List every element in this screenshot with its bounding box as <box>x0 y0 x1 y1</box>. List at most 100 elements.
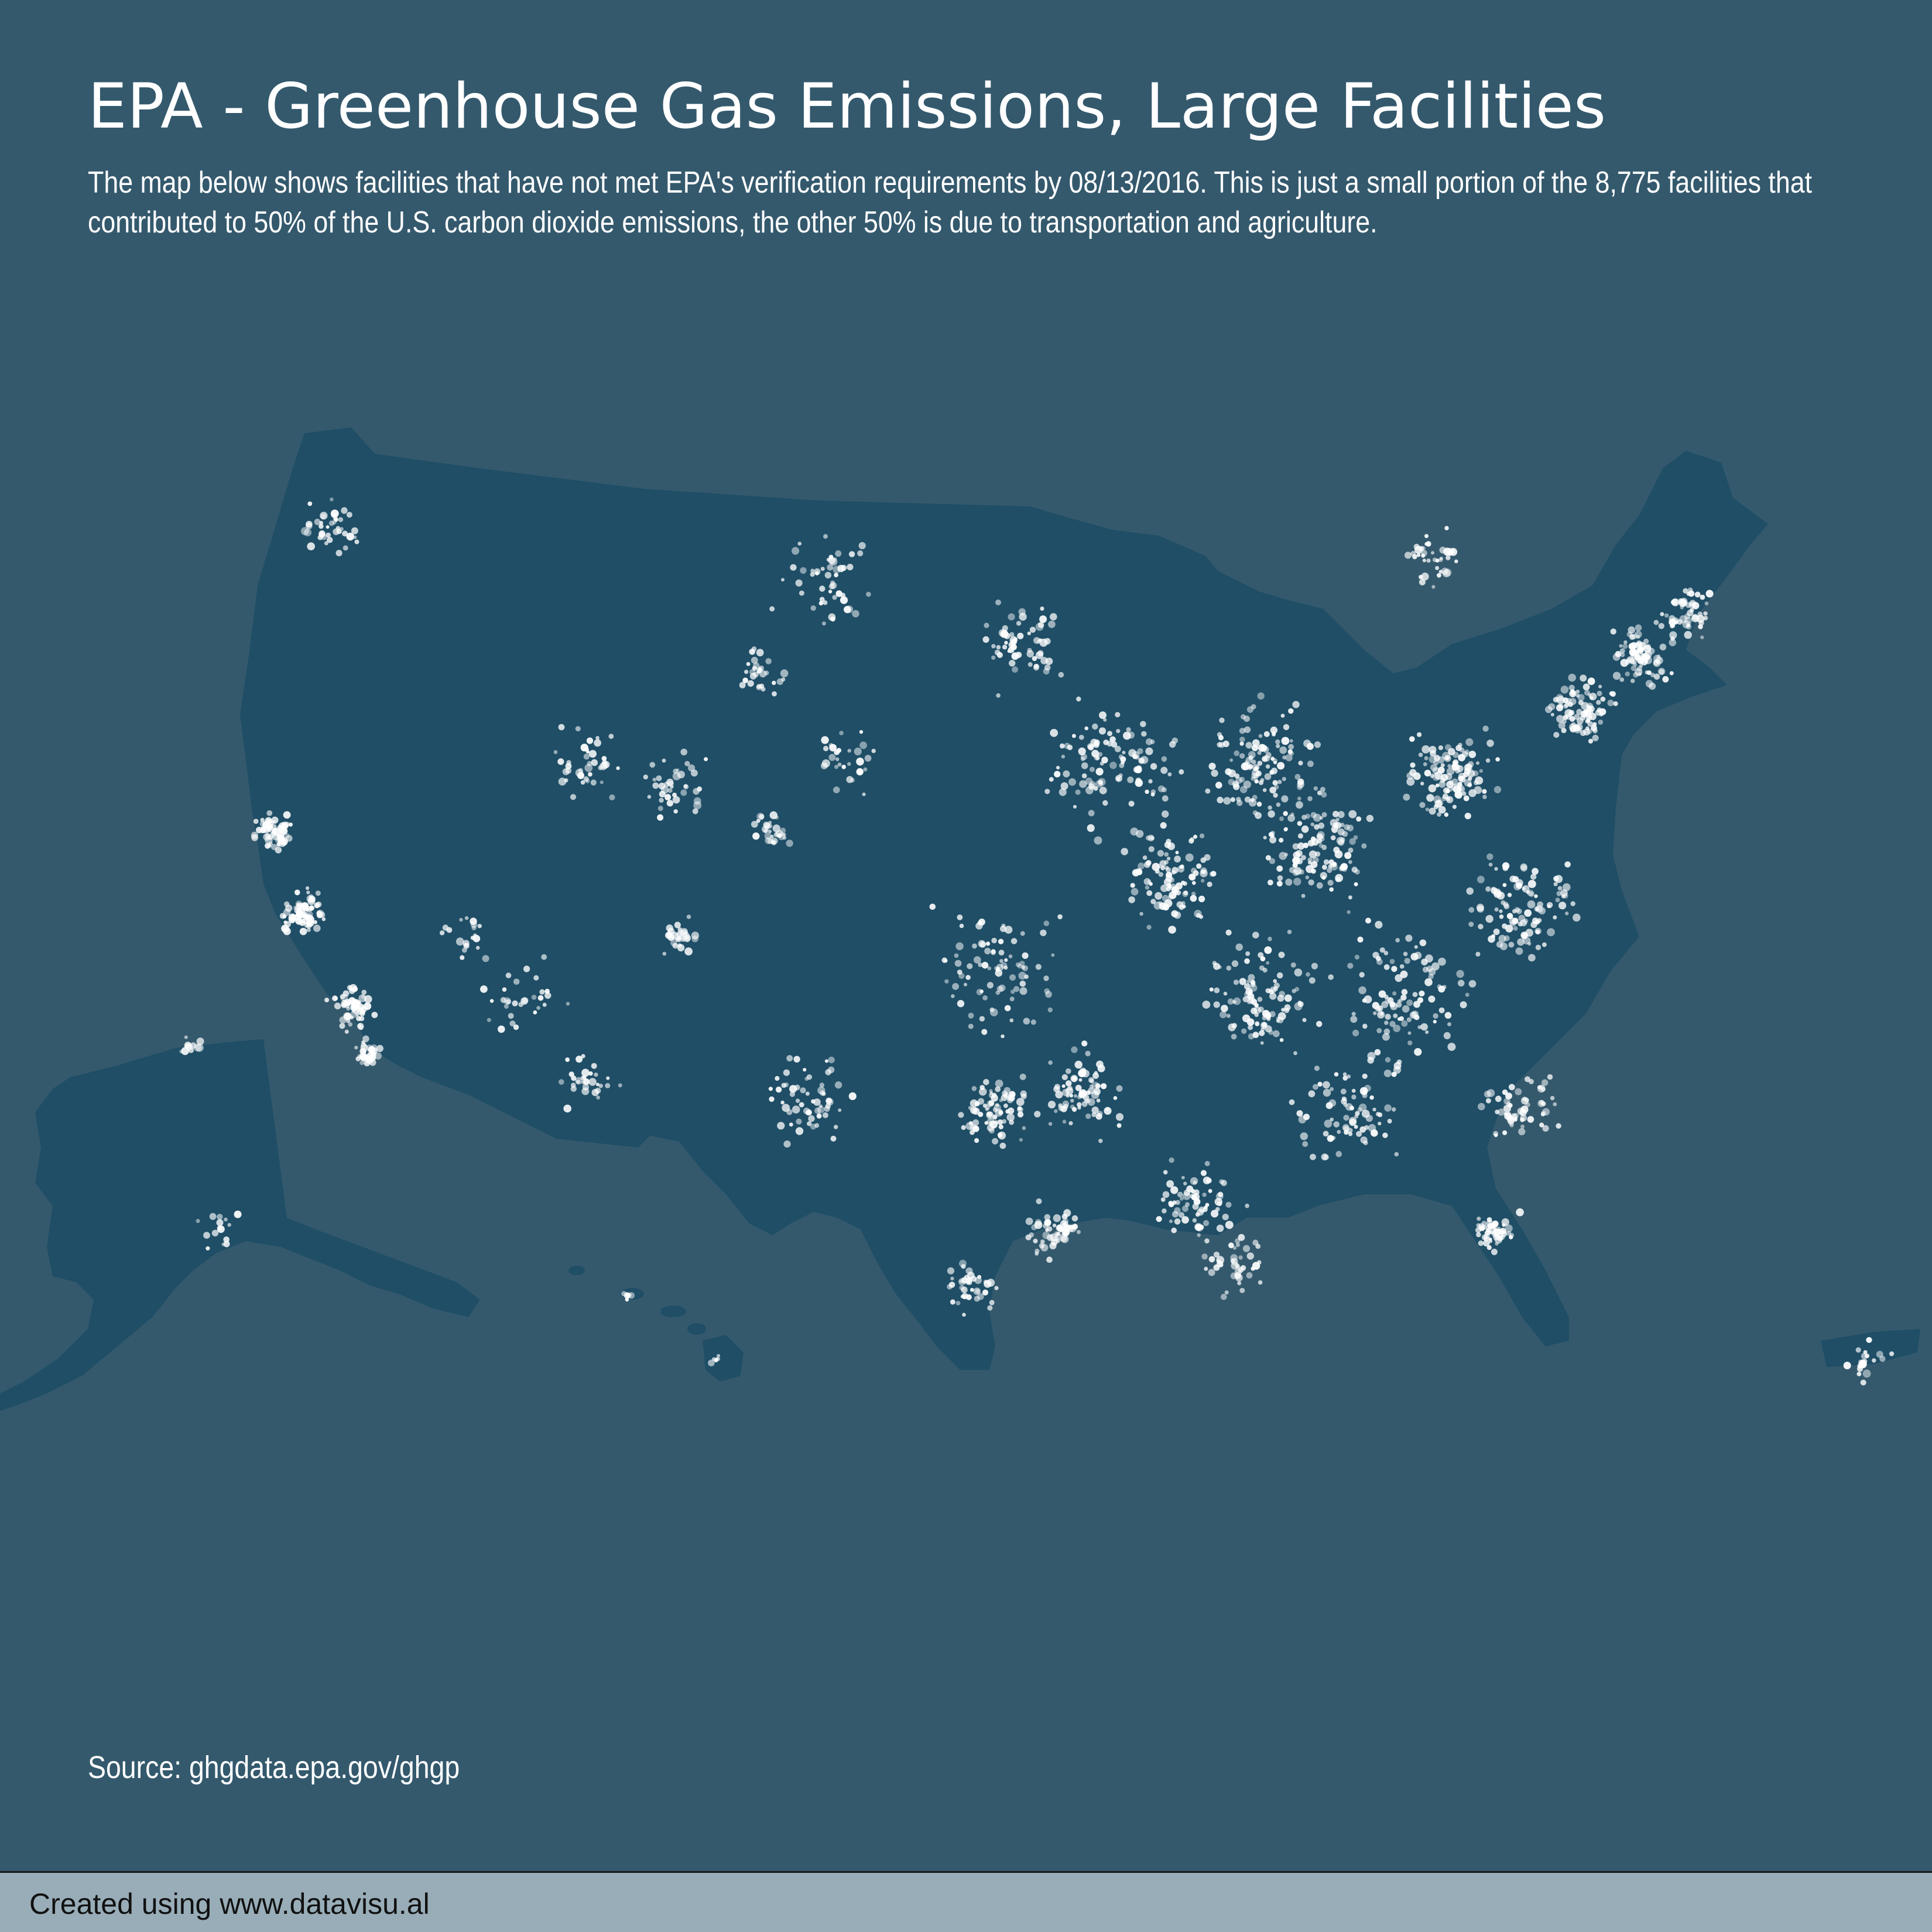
facility-dot <box>1034 1248 1040 1254</box>
facility-dot <box>1414 945 1418 949</box>
facility-dot <box>1320 787 1325 792</box>
facility-dot <box>1294 857 1299 861</box>
facility-dot <box>987 966 992 971</box>
facility-dot <box>756 818 761 823</box>
facility-dot <box>1225 1221 1234 1229</box>
facility-dot <box>1361 843 1367 849</box>
facility-dot <box>786 840 793 847</box>
facility-dot <box>1700 594 1705 600</box>
facility-dot <box>480 985 488 993</box>
facility-dot <box>1239 776 1245 783</box>
facility-dot <box>1148 779 1153 784</box>
facility-dot <box>1343 1115 1349 1121</box>
facility-dot <box>672 792 677 797</box>
facility-dot <box>1161 756 1167 762</box>
facility-dot <box>978 1112 984 1117</box>
facility-dot <box>1133 766 1140 773</box>
facility-dot <box>265 817 272 825</box>
facility-dot <box>983 1279 988 1284</box>
facility-dot <box>1451 778 1458 786</box>
facility-dot <box>834 1125 838 1129</box>
facility-dot <box>1162 1191 1170 1198</box>
facility-dot <box>1150 763 1157 770</box>
facility-dot <box>1166 838 1171 844</box>
facility-dot <box>1235 943 1243 951</box>
facility-dot <box>1598 720 1604 725</box>
facility-dot <box>772 824 781 833</box>
facility-dot <box>1657 667 1666 676</box>
facility-dot <box>1095 756 1100 761</box>
facility-dot <box>1570 901 1575 906</box>
facility-dot <box>1498 1108 1505 1116</box>
facility-dot <box>267 843 272 848</box>
facility-dot <box>1405 934 1413 942</box>
facility-dot <box>1697 611 1703 617</box>
facility-dot <box>1171 1211 1179 1218</box>
facility-dot <box>1425 954 1433 963</box>
facility-dot <box>1503 903 1510 909</box>
facility-dot <box>1582 683 1590 691</box>
facility-dot <box>958 1277 966 1286</box>
facility-dot <box>681 931 690 940</box>
facility-dot <box>1426 541 1431 547</box>
facility-dot <box>587 761 592 766</box>
facility-dot <box>1078 735 1084 740</box>
facility-dot <box>537 995 544 1001</box>
facility-dot <box>1653 619 1659 625</box>
facility-dot <box>1113 1096 1118 1100</box>
facility-dot <box>965 1267 973 1275</box>
facility-dot <box>1034 1221 1043 1229</box>
facility-dot <box>1448 748 1455 756</box>
facility-dot <box>1856 1372 1862 1376</box>
facility-dot <box>288 914 296 923</box>
facility-dot <box>1628 643 1634 649</box>
facility-dot <box>833 557 837 561</box>
facility-dot <box>810 568 815 573</box>
facility-dot <box>1484 1235 1489 1242</box>
facility-dot <box>1022 1126 1026 1131</box>
facility-dot <box>1452 766 1457 771</box>
facility-dot <box>818 601 824 606</box>
facility-dot <box>1440 763 1445 768</box>
facility-dot <box>1356 1131 1362 1137</box>
facility-dot <box>1597 690 1602 697</box>
facility-dot <box>1029 1232 1034 1238</box>
facility-dot <box>1273 761 1277 765</box>
facility-dot <box>1646 670 1652 675</box>
facility-dot <box>783 1069 790 1076</box>
facility-dot <box>777 1122 785 1130</box>
facility-dot <box>978 1087 987 1096</box>
facility-dot <box>1044 638 1051 645</box>
facility-dot <box>808 1115 815 1122</box>
facility-dot <box>442 924 449 931</box>
facility-dot <box>982 636 989 643</box>
facility-dot <box>251 831 258 839</box>
facility-dot <box>1545 705 1553 713</box>
facility-dot <box>1050 613 1057 621</box>
facility-dot <box>1164 852 1169 857</box>
facility-dot <box>772 680 776 686</box>
facility-dot <box>1282 755 1287 760</box>
facility-dot <box>1063 1209 1071 1217</box>
facility-dot <box>1183 881 1187 886</box>
facility-dot <box>1390 1002 1398 1010</box>
facility-dot <box>1592 722 1597 727</box>
facility-dot <box>346 512 352 518</box>
facility-dot <box>1231 1033 1237 1040</box>
facility-dot <box>1279 991 1285 998</box>
facility-dot <box>1513 882 1522 890</box>
facility-dot <box>1076 696 1081 702</box>
facility-dot <box>662 951 667 956</box>
facility-dot <box>1615 650 1622 657</box>
facility-dot <box>306 520 313 528</box>
facility-dot <box>847 564 854 571</box>
facility-dot <box>1081 762 1088 769</box>
facility-dot <box>1488 862 1493 867</box>
facility-dot <box>1257 751 1262 755</box>
facility-dot <box>1138 862 1145 869</box>
facility-dot <box>1059 788 1067 796</box>
facility-dot <box>1561 728 1567 734</box>
facility-dot <box>981 1029 988 1035</box>
facility-dot <box>1047 1226 1053 1232</box>
facility-dot <box>1569 698 1577 705</box>
